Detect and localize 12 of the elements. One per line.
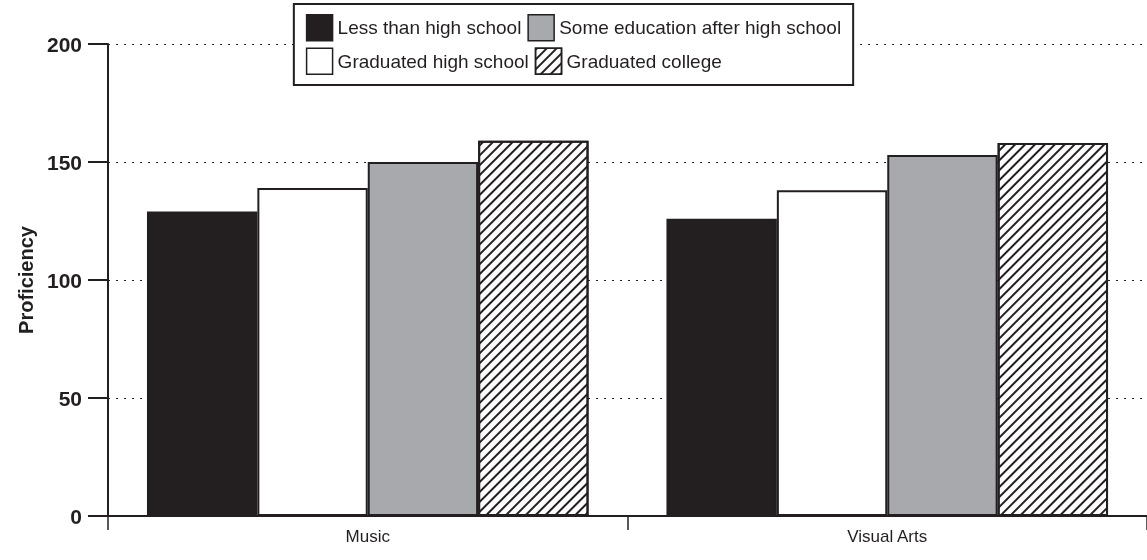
legend-label: Graduated college	[566, 50, 722, 72]
y-tick-label: 100	[46, 268, 82, 292]
y-tick-label: 150	[46, 150, 82, 174]
y-tick-label: 0	[70, 504, 82, 528]
legend-label: Less than high school	[337, 17, 522, 39]
legend-label: Some education after high school	[559, 17, 842, 39]
x-tick-label: Music	[345, 527, 391, 546]
x-tick-label: Visual Arts	[847, 527, 928, 546]
y-axis-title: Proficiency	[15, 225, 38, 334]
y-tick-label: 50	[58, 386, 82, 410]
y-tick-label: 200	[46, 32, 82, 56]
legend-label: Graduated high school	[337, 50, 529, 72]
